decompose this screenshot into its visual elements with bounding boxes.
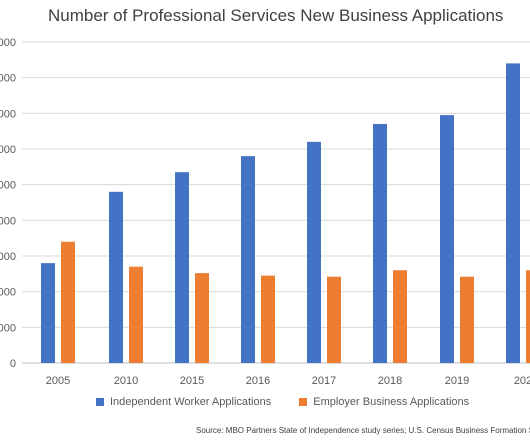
bar-independent-2015 <box>175 172 189 363</box>
bar-independent-2019 <box>440 115 454 363</box>
x-tick-label-2017: 2017 <box>312 375 336 387</box>
y-tick-label: 0 <box>10 358 16 370</box>
source-note: Source: MBO Partners State of Independen… <box>196 426 530 435</box>
x-tick-label-2016: 2016 <box>246 375 270 387</box>
bars <box>41 63 530 364</box>
bar-independent-2010 <box>109 191 123 363</box>
bar-independent-202 <box>506 63 520 364</box>
bar-employer-2017 <box>327 276 341 363</box>
legend-label-employer: Employer Business Applications <box>313 396 470 408</box>
legend-swatch-orange <box>299 398 308 406</box>
x-tick-label-2018: 2018 <box>378 375 402 387</box>
x-tick-label-202: 202 <box>514 375 530 387</box>
y-axis-tick-labels: 0000000000000000000000000000000000000 <box>0 37 16 370</box>
bar-employer-2005 <box>61 241 75 363</box>
x-tick-label-2010: 2010 <box>114 375 138 387</box>
bar-employer-2015 <box>195 273 209 363</box>
legend-label-independent: Independent Worker Applications <box>110 396 272 408</box>
x-axis-tick-labels: 2005 2010 2015 2016 2017 2018 2019 202 <box>46 375 530 387</box>
bar-independent-2005 <box>41 263 55 363</box>
bar-independent-2016 <box>241 156 255 363</box>
legend: Independent Worker Applications Employer… <box>96 396 469 408</box>
x-tick-label-2015: 2015 <box>180 375 204 387</box>
legend-swatch-blue <box>96 398 104 406</box>
bar-independent-2018 <box>373 124 387 364</box>
chart-title: Number of Professional Services New Busi… <box>48 6 504 25</box>
bar-employer-2016 <box>261 275 275 363</box>
bar-independent-2017 <box>307 141 321 363</box>
legend-item-independent: Independent Worker Applications <box>96 396 271 408</box>
x-tick-label-2005: 2005 <box>46 375 70 387</box>
x-tick-label-2019: 2019 <box>445 375 469 387</box>
bar-employer-2019 <box>460 276 474 363</box>
bar-employer-202 <box>526 270 530 363</box>
legend-item-employer: Employer Business Applications <box>299 396 469 408</box>
bar-employer-2010 <box>129 266 143 363</box>
bar-employer-2018 <box>393 270 407 363</box>
